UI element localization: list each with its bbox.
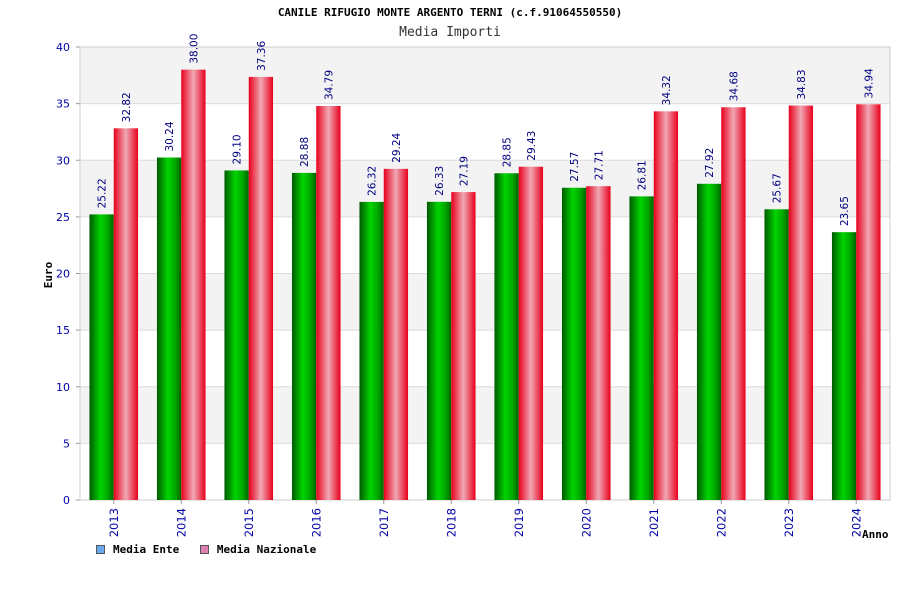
bar-media-ente-2017 [359,201,384,500]
x-tick-label-2019: 2019 [512,508,526,537]
bar-media-ente-2024 [831,232,857,500]
value-label-media-nazionale-2018: 27.19 [458,156,470,186]
y-tick-label: 25 [56,211,70,224]
value-labels: 25.22 32.82 30.24 38.00 29.10 37.36 28.88 34.79… [97,34,876,227]
y-tick-label: 30 [56,154,70,167]
value-label-media-ente-2022: 27.92 [704,148,716,178]
bar-media-nazionale-2024 [856,104,881,500]
value-label-media-nazionale-2020: 27.71 [593,150,605,180]
x-tick-label-2018: 2018 [444,508,458,537]
bar-media-ente-2023 [764,209,789,501]
value-label-media-nazionale-2024: 34.94 [863,68,875,98]
value-label-media-nazionale-2016: 34.79 [323,70,335,100]
bar-media-nazionale-2023 [788,105,814,501]
value-label-media-nazionale-2017: 29.24 [391,132,403,162]
y-tick-label: 10 [56,381,70,394]
y-tick-label: 5 [63,437,70,450]
y-tick-label: 40 [56,41,70,54]
grid-band [80,160,890,217]
legend-label-media-nazionale: Media Nazionale [216,543,317,556]
legend-item-media-nazionale: Media Nazionale [199,543,317,556]
bar-media-nazionale-2016 [316,106,341,501]
bar-media-ente-2022 [696,183,722,500]
value-label-media-ente-2020: 27.57 [569,152,581,182]
value-label-media-nazionale-2014: 38.00 [188,34,200,64]
legend-label-media-ente: Media Ente [113,543,180,556]
bar-media-ente-2018 [426,201,452,500]
x-tick-label-2013: 2013 [107,508,121,537]
bar-media-ente-2019 [494,173,519,500]
value-label-media-ente-2015: 29.10 [232,134,244,164]
value-label-media-nazionale-2015: 37.36 [256,41,268,71]
bar-media-nazionale-2015 [248,76,274,500]
x-axis-label: Anno [862,528,889,541]
bar-media-nazionale-2013 [113,128,139,500]
value-label-media-nazionale-2021: 34.32 [661,75,673,105]
value-label-media-nazionale-2022: 34.68 [728,71,740,101]
chart-subtitle: Media Importi [399,25,501,40]
bar-media-ente-2020 [561,187,587,500]
x-tick-label-2022: 2022 [714,508,728,537]
value-label-media-ente-2017: 26.32 [367,166,379,196]
bar-media-ente-2021 [629,196,654,500]
bar-media-ente-2014 [156,157,182,501]
bar-media-ente-2013 [89,214,114,501]
x-tick-label-2024: 2024 [849,508,863,537]
y-tick-label: 0 [63,494,70,507]
value-label-media-ente-2021: 26.81 [637,160,649,190]
grid-band [80,330,890,387]
bar-media-nazionale-2017 [383,168,409,500]
x-tick-label-2020: 2020 [579,508,593,537]
grid-band [80,273,890,331]
value-label-media-ente-2018: 26.33 [434,166,446,196]
legend-swatch-media-nazionale [199,545,209,554]
x-tick-label-2016: 2016 [309,508,323,537]
grid-band [80,443,890,500]
value-label-media-ente-2023: 25.67 [772,173,784,203]
legend: Media Ente Media Nazionale [96,543,330,557]
value-label-media-nazionale-2023: 34.83 [796,69,808,99]
value-label-media-ente-2019: 28.85 [502,137,514,167]
x-tick-label-2023: 2023 [782,508,796,537]
y-tick-label: 20 [56,268,70,281]
y-tick-label: 35 [56,98,70,111]
value-label-media-nazionale-2019: 29.43 [526,131,538,161]
bar-media-nazionale-2018 [451,192,476,501]
x-tick-label-2017: 2017 [377,508,391,537]
bar-media-nazionale-2022 [721,107,746,501]
grid-band [80,386,890,444]
chart-title: CANILE RIFUGIO MONTE ARGENTO TERNI (c.f.… [277,6,623,19]
y-axis-label: Euro [42,261,55,288]
bar-media-nazionale-2019 [518,166,544,500]
value-label-media-ente-2016: 28.88 [299,137,311,167]
x-tick-label-2021: 2021 [647,508,661,537]
axes: 0 5 10 15 20 25 30 35 40 2013 2014 2015 2016 2017 2018… [56,41,891,537]
legend-item-media-ente: Media Ente [96,543,179,556]
x-tick-label-2015: 2015 [242,508,256,537]
grid-band [80,103,890,161]
value-label-media-ente-2014: 30.24 [164,121,176,151]
grid-band [80,47,890,104]
grid-band [80,216,890,274]
bar-media-nazionale-2014 [181,69,206,501]
value-label-media-ente-2024: 23.65 [839,196,851,226]
x-tick-label-2014: 2014 [174,508,188,537]
bars [89,69,881,501]
legend-swatch-media-ente [96,545,105,554]
value-label-media-nazionale-2013: 32.82 [121,92,133,122]
bar-media-nazionale-2021 [653,111,679,501]
grid-bands [80,47,890,500]
bar-media-nazionale-2020 [586,186,611,500]
value-label-media-ente-2013: 25.22 [97,178,109,208]
bar-media-ente-2015 [224,170,249,500]
bar-media-ente-2016 [291,172,317,500]
plot-frame [79,46,891,501]
y-tick-label: 15 [56,324,70,337]
